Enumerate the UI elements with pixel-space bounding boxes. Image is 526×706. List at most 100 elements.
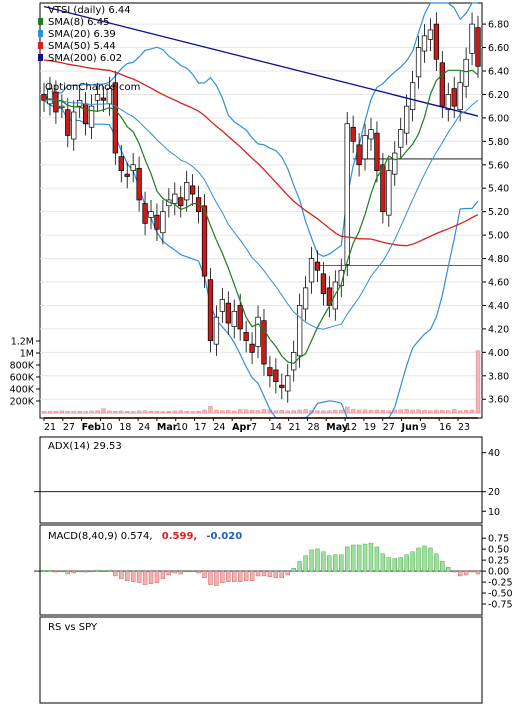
candle-body bbox=[439, 62, 445, 107]
candle-body bbox=[475, 27, 481, 67]
candle-body bbox=[130, 164, 136, 171]
volume-bar bbox=[452, 409, 457, 414]
sma200-line bbox=[43, 5, 479, 117]
volume-bar bbox=[410, 409, 415, 414]
candle-body bbox=[195, 197, 202, 213]
macd-hist-bar bbox=[315, 548, 320, 572]
macd-hist-bar bbox=[386, 557, 392, 572]
macd-hist-bar bbox=[53, 570, 59, 573]
volume-bar bbox=[130, 411, 136, 414]
candle-body bbox=[404, 105, 410, 134]
volume-bar bbox=[374, 409, 380, 414]
macd-hist-bar bbox=[440, 561, 445, 572]
x-axis-label: Mar bbox=[157, 422, 178, 433]
candle-body bbox=[267, 367, 273, 377]
legend-swatch bbox=[38, 54, 43, 61]
x-axis-label: Jun bbox=[401, 422, 419, 433]
macd-hist-bar bbox=[446, 567, 451, 572]
macd-hist-bar bbox=[101, 570, 106, 573]
candle-body bbox=[463, 58, 469, 87]
rs-label: RS vs SPY bbox=[48, 622, 98, 633]
candle-body bbox=[142, 203, 148, 224]
candle-body bbox=[237, 305, 243, 330]
macd-hist-bar bbox=[368, 542, 374, 572]
macd-hist-bar bbox=[41, 569, 47, 572]
sma20-line bbox=[43, 99, 479, 330]
volume-bar bbox=[71, 411, 76, 414]
volume-bar bbox=[148, 411, 154, 414]
macd-hist-bar bbox=[457, 570, 463, 577]
candle-body bbox=[356, 144, 362, 166]
macd-hist-bar bbox=[208, 570, 213, 585]
volume-bar bbox=[261, 409, 267, 414]
macd-tick-label: -0.50 bbox=[488, 589, 513, 600]
candle-body bbox=[409, 82, 416, 111]
macd-hist-bar bbox=[309, 549, 314, 572]
macd-hist-bar bbox=[243, 570, 249, 581]
candle-body bbox=[451, 88, 457, 107]
macd-hist-bar bbox=[83, 570, 88, 573]
macd-hist-bar bbox=[196, 570, 201, 574]
volume-bar bbox=[350, 409, 356, 414]
x-axis-label: 10 bbox=[100, 422, 112, 433]
volume-bar bbox=[368, 410, 374, 414]
macd-hist-bar bbox=[160, 570, 166, 580]
macd-hist-bar bbox=[362, 543, 368, 572]
price-tick-label: 6.40 bbox=[488, 66, 509, 77]
volume-bar bbox=[65, 411, 70, 414]
volume-bar bbox=[416, 409, 421, 414]
candle-body bbox=[261, 320, 267, 365]
candle-body bbox=[154, 214, 160, 230]
candle-body bbox=[59, 105, 65, 109]
macd-hist-bar bbox=[404, 554, 409, 572]
sma50-line bbox=[43, 59, 479, 247]
price-tick-label: 5.20 bbox=[488, 207, 509, 218]
adx-label: ADX(14) 29.53 bbox=[48, 441, 122, 452]
candle-body bbox=[148, 211, 154, 218]
volume-bar bbox=[249, 410, 255, 414]
macd-hist-bar bbox=[392, 558, 397, 572]
volume-bar bbox=[125, 411, 130, 414]
volume-bar bbox=[154, 411, 160, 414]
candle-body bbox=[415, 47, 422, 78]
macd-hist-bar bbox=[89, 570, 94, 573]
macd-axis-ticks: 0.750.500.250.00-0.25-0.50-0.75 bbox=[482, 534, 513, 611]
volume-bar bbox=[214, 409, 219, 414]
macd-hist-bar bbox=[285, 570, 290, 576]
macd-hist-bar bbox=[422, 545, 427, 572]
volume-bar bbox=[136, 410, 142, 414]
volume-bar bbox=[321, 410, 326, 414]
candle-body bbox=[308, 258, 315, 283]
upper-band-line bbox=[43, 2, 478, 257]
volume-tick-label: 600K bbox=[10, 373, 35, 384]
candle-body bbox=[243, 332, 249, 341]
macd-tick-label: 0.75 bbox=[488, 534, 509, 545]
volume-bar bbox=[279, 410, 285, 414]
macd-hist-bar bbox=[303, 555, 308, 572]
candle-body bbox=[285, 375, 291, 392]
price-tick-label: 4.00 bbox=[488, 348, 509, 359]
macd-hist-bar bbox=[47, 569, 53, 572]
macd-hist-bar bbox=[71, 570, 76, 574]
legend-entry: SMA(8) 6.45 bbox=[48, 17, 109, 28]
price-tick-label: 4.40 bbox=[488, 301, 509, 312]
macd-hist-bar bbox=[226, 570, 231, 582]
adx-panel: 40 20 10 ADX(14) 29.53 bbox=[34, 417, 500, 524]
x-axis-label: 24 bbox=[213, 422, 225, 433]
candle-body bbox=[207, 279, 214, 341]
legend-swatch bbox=[38, 30, 43, 37]
volume-bar bbox=[446, 410, 451, 414]
candle-body bbox=[320, 273, 327, 295]
volume-bar bbox=[356, 409, 362, 414]
x-axis-label: Apr bbox=[232, 422, 251, 433]
macd-value: MACD(8,40,9) 0.574, bbox=[48, 531, 153, 542]
volume-bar bbox=[404, 409, 409, 414]
x-axis-label: 27 bbox=[383, 422, 395, 433]
volume-tick-label: 800K bbox=[10, 361, 35, 372]
macd-hist-bar bbox=[220, 570, 225, 583]
x-axis-label: May bbox=[326, 422, 349, 433]
volume-tick-label: 1M bbox=[20, 349, 34, 360]
macd-hist-bar bbox=[350, 544, 356, 572]
candle-body bbox=[350, 126, 356, 142]
volume-bar bbox=[434, 409, 439, 414]
